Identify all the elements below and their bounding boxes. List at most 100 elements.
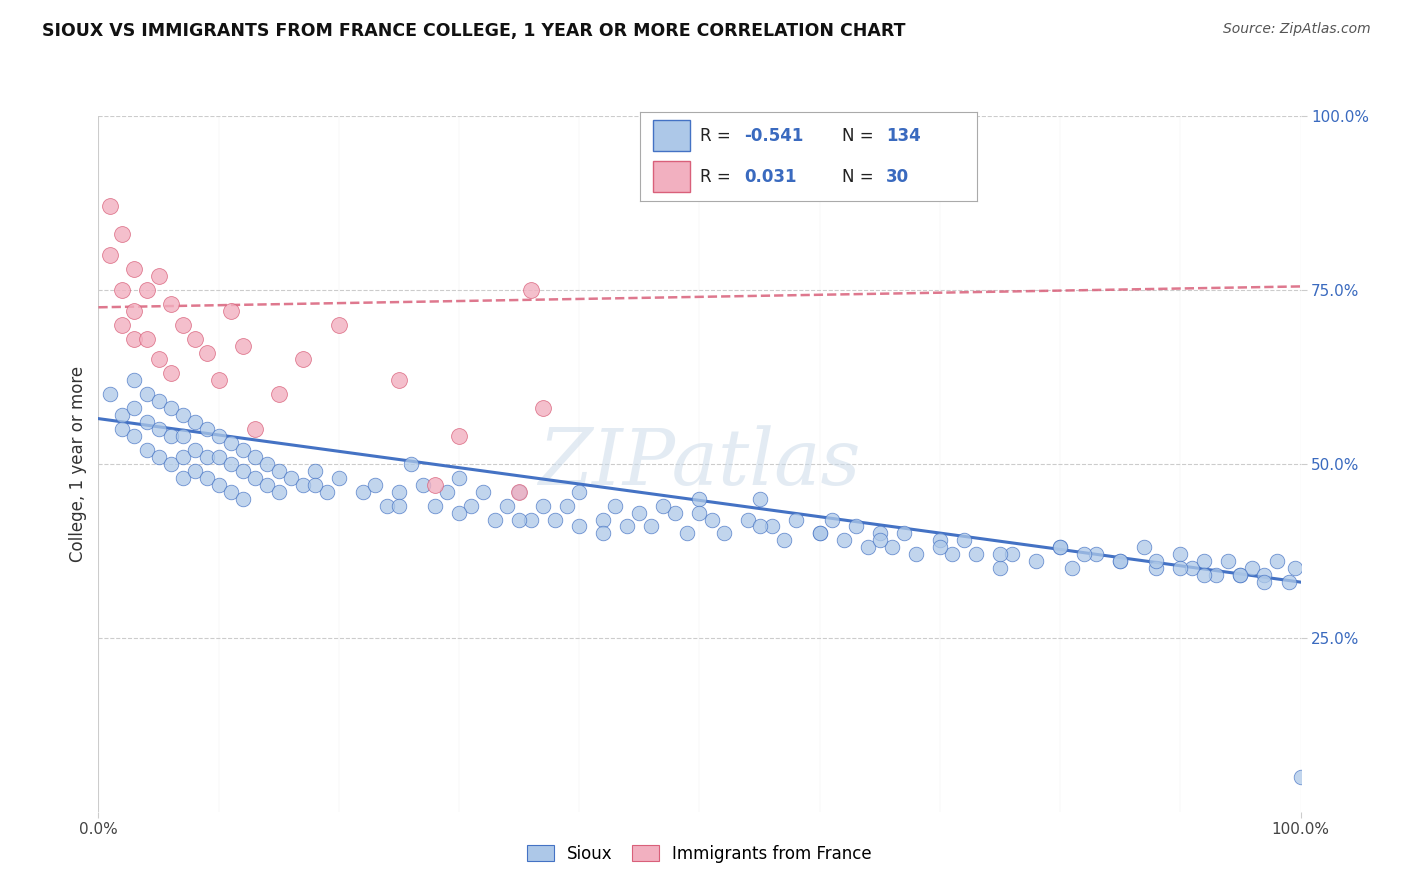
Point xyxy=(183,464,205,478)
Point xyxy=(135,415,157,429)
Point xyxy=(1025,554,1047,568)
Point xyxy=(219,303,242,318)
Point xyxy=(256,457,278,471)
Point xyxy=(869,533,891,548)
Point xyxy=(688,506,710,520)
Point xyxy=(785,512,807,526)
Point xyxy=(148,352,170,367)
Point xyxy=(304,464,326,478)
Point xyxy=(1133,541,1156,555)
Point xyxy=(520,283,543,297)
Point xyxy=(484,512,506,526)
Point xyxy=(988,561,1011,575)
Point xyxy=(1049,541,1071,555)
Point xyxy=(676,526,699,541)
Point xyxy=(1253,568,1275,582)
Point xyxy=(124,332,146,346)
Point xyxy=(232,338,254,352)
Point xyxy=(364,477,387,491)
Point xyxy=(375,499,398,513)
Point xyxy=(423,477,446,491)
Point xyxy=(243,422,266,436)
Point xyxy=(267,387,290,401)
Point xyxy=(172,318,194,332)
Point xyxy=(628,506,651,520)
Point xyxy=(640,519,662,533)
Text: 30: 30 xyxy=(886,168,910,186)
Point xyxy=(772,533,794,548)
Point xyxy=(700,512,723,526)
Text: SIOUX VS IMMIGRANTS FROM FRANCE COLLEGE, 1 YEAR OR MORE CORRELATION CHART: SIOUX VS IMMIGRANTS FROM FRANCE COLLEGE,… xyxy=(42,22,905,40)
Point xyxy=(135,332,157,346)
Point xyxy=(172,408,194,422)
Y-axis label: College, 1 year or more: College, 1 year or more xyxy=(69,366,87,562)
Point xyxy=(531,401,554,416)
Point xyxy=(808,526,831,541)
Point xyxy=(544,512,567,526)
Point xyxy=(412,477,434,491)
Point xyxy=(1001,547,1024,561)
Point xyxy=(1170,561,1192,575)
Point xyxy=(664,506,686,520)
Point xyxy=(472,484,495,499)
Point xyxy=(1109,554,1132,568)
Text: 0.031: 0.031 xyxy=(744,168,797,186)
Text: 134: 134 xyxy=(886,127,921,145)
Point xyxy=(172,471,194,485)
Point xyxy=(568,484,591,499)
Point xyxy=(352,484,374,499)
Text: ZIPatlas: ZIPatlas xyxy=(538,425,860,502)
Point xyxy=(183,442,205,457)
Point xyxy=(1194,568,1216,582)
Point xyxy=(1194,554,1216,568)
Point xyxy=(328,318,350,332)
Point xyxy=(1277,575,1299,590)
Text: Source: ZipAtlas.com: Source: ZipAtlas.com xyxy=(1223,22,1371,37)
Point xyxy=(124,262,146,277)
Point xyxy=(1073,547,1095,561)
Point xyxy=(832,533,855,548)
Point xyxy=(1229,568,1251,582)
Point xyxy=(893,526,915,541)
Point xyxy=(808,526,831,541)
Point xyxy=(605,499,627,513)
Point xyxy=(100,199,122,213)
Point xyxy=(183,415,205,429)
Point xyxy=(195,450,218,464)
Point xyxy=(291,352,314,367)
Point xyxy=(904,547,927,561)
Point xyxy=(508,484,530,499)
Point xyxy=(1253,575,1275,590)
FancyBboxPatch shape xyxy=(654,161,690,192)
Point xyxy=(111,318,134,332)
Point xyxy=(388,499,411,513)
Point xyxy=(148,394,170,409)
Point xyxy=(1241,561,1264,575)
Point xyxy=(232,464,254,478)
Point xyxy=(1181,561,1204,575)
Point xyxy=(388,373,411,387)
Point xyxy=(208,373,231,387)
Text: R =: R = xyxy=(700,127,731,145)
Point xyxy=(460,499,482,513)
Point xyxy=(713,526,735,541)
Point xyxy=(447,506,470,520)
Point xyxy=(821,512,844,526)
Point xyxy=(219,457,242,471)
Point xyxy=(1085,547,1108,561)
Text: R =: R = xyxy=(700,168,731,186)
Point xyxy=(496,499,519,513)
Text: N =: N = xyxy=(842,168,873,186)
Point xyxy=(1284,561,1306,575)
Point xyxy=(928,533,950,548)
Point xyxy=(256,477,278,491)
Point xyxy=(328,471,350,485)
Point xyxy=(1205,568,1227,582)
Text: N =: N = xyxy=(842,127,873,145)
Point xyxy=(508,512,530,526)
Point xyxy=(148,422,170,436)
Point xyxy=(388,484,411,499)
Point xyxy=(1289,770,1312,784)
Point xyxy=(291,477,314,491)
Point xyxy=(928,541,950,555)
